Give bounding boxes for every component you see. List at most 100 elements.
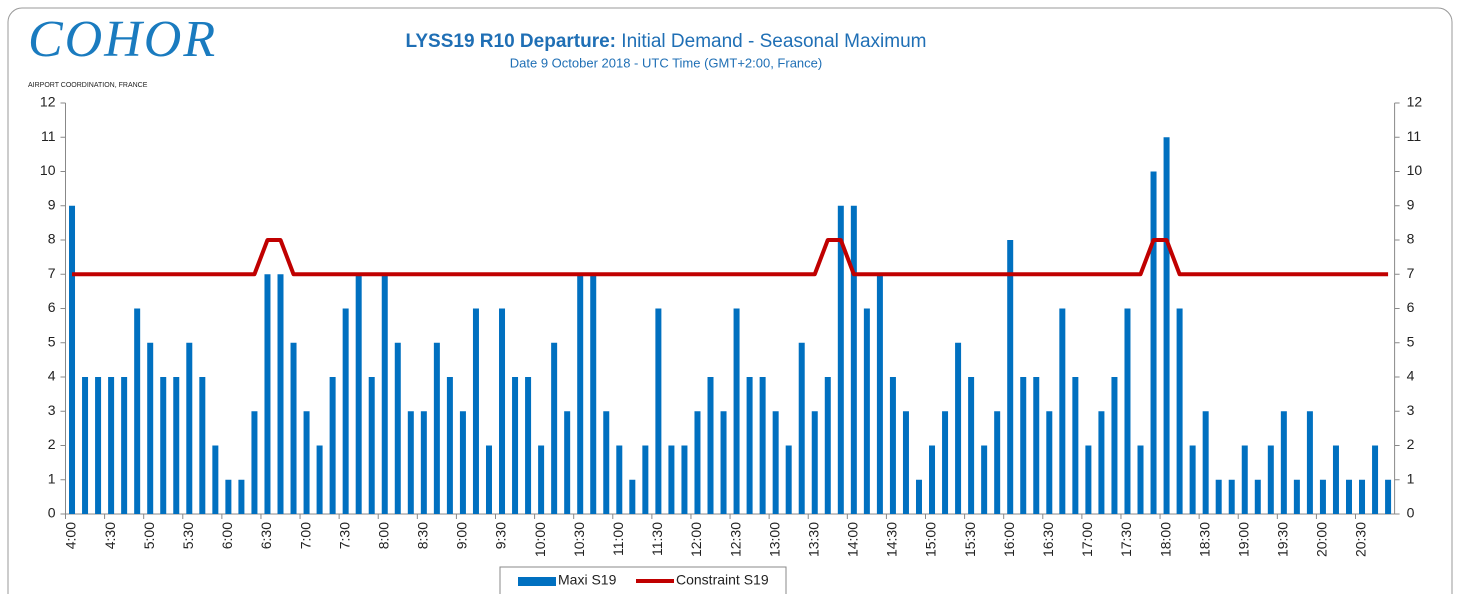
bar bbox=[147, 342, 154, 514]
bar bbox=[264, 274, 271, 514]
bar bbox=[1254, 479, 1261, 514]
bar bbox=[381, 274, 388, 514]
bar bbox=[472, 308, 479, 514]
x-tick-label: 12:30 bbox=[727, 522, 743, 557]
bar bbox=[499, 308, 506, 514]
bar bbox=[186, 342, 193, 514]
x-tick-label: 15:00 bbox=[923, 522, 939, 557]
x-tick-label: 5:00 bbox=[141, 522, 157, 549]
bar bbox=[1046, 411, 1053, 514]
chart-title: LYSS19 R10 Departure: Initial Demand - S… bbox=[406, 31, 927, 52]
title-lead: LYSS19 R10 Departure: bbox=[406, 31, 617, 52]
bar bbox=[942, 411, 949, 514]
bar bbox=[1007, 240, 1014, 514]
bar bbox=[525, 377, 532, 514]
x-tick-label: 9:00 bbox=[454, 522, 470, 549]
x-tick-label: 11:30 bbox=[649, 522, 665, 556]
bar bbox=[225, 479, 232, 514]
x-tick-label: 17:30 bbox=[1118, 522, 1134, 557]
x-tick-label: 8:30 bbox=[415, 522, 431, 549]
bar bbox=[720, 411, 727, 514]
frame bbox=[7, 7, 1453, 599]
x-tick-label: 6:30 bbox=[258, 522, 274, 549]
y-tick-label: 10 bbox=[40, 162, 56, 178]
y2-tick-label: 11 bbox=[1407, 128, 1422, 144]
bar bbox=[981, 445, 988, 514]
bar bbox=[746, 377, 753, 514]
y2-tick-label: 6 bbox=[1407, 299, 1415, 315]
x-tick-label: 16:00 bbox=[1001, 522, 1017, 557]
x-tick-label: 19:00 bbox=[1235, 522, 1251, 557]
bar bbox=[173, 377, 180, 514]
x-tick-label: 14:00 bbox=[845, 522, 861, 557]
bar bbox=[485, 445, 492, 514]
x-tick-label: 8:00 bbox=[375, 522, 391, 549]
y2-tick-label: 9 bbox=[1407, 196, 1415, 212]
bar bbox=[1241, 445, 1248, 514]
x-tick-label: 4:00 bbox=[63, 522, 79, 549]
bar bbox=[772, 411, 779, 514]
x-tick-label: 13:00 bbox=[766, 522, 782, 557]
bar bbox=[733, 308, 740, 514]
bar bbox=[1228, 479, 1235, 514]
y-tick-label: 0 bbox=[48, 505, 56, 521]
y-tick-label: 1 bbox=[48, 470, 56, 486]
y-tick-label: 11 bbox=[41, 128, 56, 144]
bar bbox=[1215, 479, 1222, 514]
x-tick-label: 18:30 bbox=[1196, 522, 1212, 557]
x-tick-label: 9:30 bbox=[493, 522, 509, 549]
x-tick-label: 6:00 bbox=[219, 522, 235, 549]
y2-tick-label: 0 bbox=[1407, 505, 1415, 521]
legend-label: Maxi S19 bbox=[558, 572, 617, 588]
y-tick-label: 2 bbox=[48, 436, 56, 452]
y-tick-label: 12 bbox=[40, 94, 56, 110]
bar bbox=[342, 308, 349, 514]
x-tick-label: 13:30 bbox=[805, 522, 821, 557]
y2-tick-label: 10 bbox=[1407, 162, 1423, 178]
y2-tick-label: 8 bbox=[1407, 231, 1415, 247]
x-tick-label: 17:00 bbox=[1079, 522, 1095, 557]
bar bbox=[902, 411, 909, 514]
bar bbox=[1345, 479, 1352, 514]
bar bbox=[1111, 377, 1118, 514]
y-tick-label: 5 bbox=[48, 333, 56, 349]
bar bbox=[134, 308, 141, 514]
x-tick-label: 20:30 bbox=[1353, 522, 1369, 557]
x-tick-label: 14:30 bbox=[884, 522, 900, 557]
bar bbox=[837, 205, 844, 514]
bar bbox=[1176, 308, 1183, 514]
logo-tagline: AIRPORT COORDINATION, FRANCE bbox=[28, 82, 148, 89]
bar bbox=[1385, 479, 1392, 514]
bar bbox=[785, 445, 792, 514]
bar bbox=[238, 479, 245, 514]
logo: COHOR bbox=[28, 11, 217, 68]
x-tick-label: 11:00 bbox=[610, 522, 626, 556]
bar bbox=[1306, 411, 1313, 514]
bar bbox=[329, 377, 336, 514]
bar bbox=[1267, 445, 1274, 514]
bar bbox=[968, 377, 975, 514]
chart-subtitle: Date 9 October 2018 - UTC Time (GMT+2:00… bbox=[510, 55, 822, 70]
x-tick-label: 4:30 bbox=[102, 522, 118, 549]
y2-tick-label: 12 bbox=[1407, 94, 1423, 110]
bar bbox=[512, 377, 519, 514]
y-tick-label: 6 bbox=[48, 299, 56, 315]
bar bbox=[394, 342, 401, 514]
bar bbox=[95, 377, 102, 514]
line bbox=[72, 238, 1389, 277]
x-tick-label: 19:30 bbox=[1275, 522, 1291, 557]
bar bbox=[577, 274, 584, 514]
bar bbox=[889, 377, 896, 514]
bar bbox=[303, 411, 310, 514]
legend-swatch bbox=[518, 577, 556, 586]
bar bbox=[564, 411, 571, 514]
bar bbox=[759, 377, 766, 514]
x-tick-label: 12:00 bbox=[688, 522, 704, 557]
bar bbox=[1072, 377, 1079, 514]
y2-tick-label: 4 bbox=[1407, 368, 1415, 384]
bar bbox=[1332, 445, 1339, 514]
bar bbox=[642, 445, 649, 514]
bar bbox=[82, 377, 89, 514]
bar bbox=[446, 377, 453, 514]
